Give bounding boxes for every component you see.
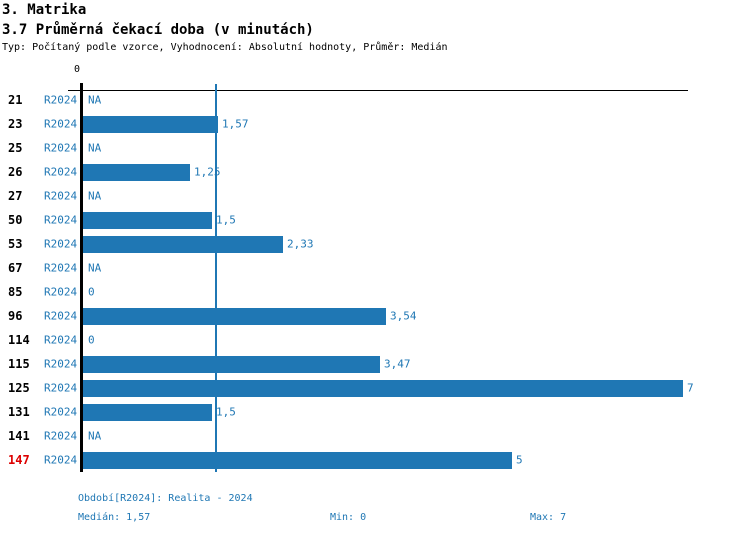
chart-row: 21 R2024 NA [0,88,750,112]
bar [83,355,380,373]
row-series-label: R2024 [44,333,78,347]
chart-row: 27 R2024 NA [0,184,750,208]
row-category-label: 114 [8,333,30,347]
bar [83,403,212,421]
chart-row: 53 R2024 2,33 [0,232,750,256]
axis-tick-zero: 0 [74,64,81,75]
chart-row: 50 R2024 1,5 [0,208,750,232]
bar [83,115,218,133]
row-category-label: 115 [8,357,30,371]
bar-value-label: 3,47 [384,357,411,371]
bar-value-label: 0 [88,285,95,299]
bar-value-label: 5 [516,453,523,467]
row-category-label: 25 [8,141,23,155]
chart-title: 3.7 Průměrná čekací doba (v minutách) [2,22,314,38]
bar-value-label: NA [88,429,102,443]
bar-value-label: 2,33 [287,237,314,251]
x-axis-line [68,90,688,91]
bar [83,451,512,469]
chart-row: 131 R2024 1,5 [0,400,750,424]
bar [83,163,190,181]
chart-row: 114 R2024 0 [0,328,750,352]
row-series-label: R2024 [44,213,78,227]
bar [83,307,386,325]
chart-row: 85 R2024 0 [0,280,750,304]
bar [83,235,283,253]
row-series-label: R2024 [44,405,78,419]
row-category-label: 21 [8,93,23,107]
row-category-label: 85 [8,285,23,299]
bar-value-label: 0 [88,333,95,347]
bar-value-label: 3,54 [390,309,417,323]
row-series-label: R2024 [44,189,78,203]
row-series-label: R2024 [44,357,78,371]
chart-row: 25 R2024 NA [0,136,750,160]
row-category-label: 27 [8,189,23,203]
chart-subtitle: Typ: Počítaný podle vzorce, Vyhodnocení:… [2,42,448,53]
section-title: 3. Matrika [2,2,87,18]
row-series-label: R2024 [44,165,78,179]
chart-row: 125 R2024 7 [0,376,750,400]
bar-value-label: 1,57 [222,117,249,131]
bar-value-label: 7 [687,381,694,395]
bar-value-label: NA [88,93,102,107]
chart-row: 67 R2024 NA [0,256,750,280]
footer-max: Max: 7 [530,512,567,523]
y-axis-line [80,83,83,472]
chart-row: 23 R2024 1,57 [0,112,750,136]
row-series-label: R2024 [44,237,78,251]
chart-row: 115 R2024 3,47 [0,352,750,376]
row-series-label: R2024 [44,93,78,107]
row-series-label: R2024 [44,309,78,323]
bar-value-label: NA [88,261,102,275]
row-series-label: R2024 [44,261,78,275]
bar-value-label: 1,25 [194,165,221,179]
bar-value-label: 1,5 [216,405,236,419]
row-category-label: 23 [8,117,23,131]
chart-row: 26 R2024 1,25 [0,160,750,184]
row-series-label: R2024 [44,381,78,395]
row-category-label: 147 [8,453,30,467]
row-series-label: R2024 [44,453,78,467]
row-category-label: 26 [8,165,23,179]
row-category-label: 53 [8,237,23,251]
footer-period: Období[R2024]: Realita - 2024 [78,493,253,504]
footer-min: Min: 0 [330,512,367,523]
row-series-label: R2024 [44,117,78,131]
bar-value-label: NA [88,189,102,203]
chart-row: 96 R2024 3,54 [0,304,750,328]
row-series-label: R2024 [44,141,78,155]
row-category-label: 125 [8,381,30,395]
row-category-label: 96 [8,309,23,323]
chart-row: 147 R2024 5 [0,448,750,472]
bar [83,379,683,397]
median-line [215,84,217,472]
bar-value-label: 1,5 [216,213,236,227]
row-series-label: R2024 [44,429,78,443]
row-category-label: 67 [8,261,23,275]
row-series-label: R2024 [44,285,78,299]
row-category-label: 141 [8,429,30,443]
row-category-label: 131 [8,405,30,419]
bar [83,211,212,229]
row-category-label: 50 [8,213,23,227]
bar-value-label: NA [88,141,102,155]
footer-median: Medián: 1,57 [78,512,151,523]
chart-row: 141 R2024 NA [0,424,750,448]
